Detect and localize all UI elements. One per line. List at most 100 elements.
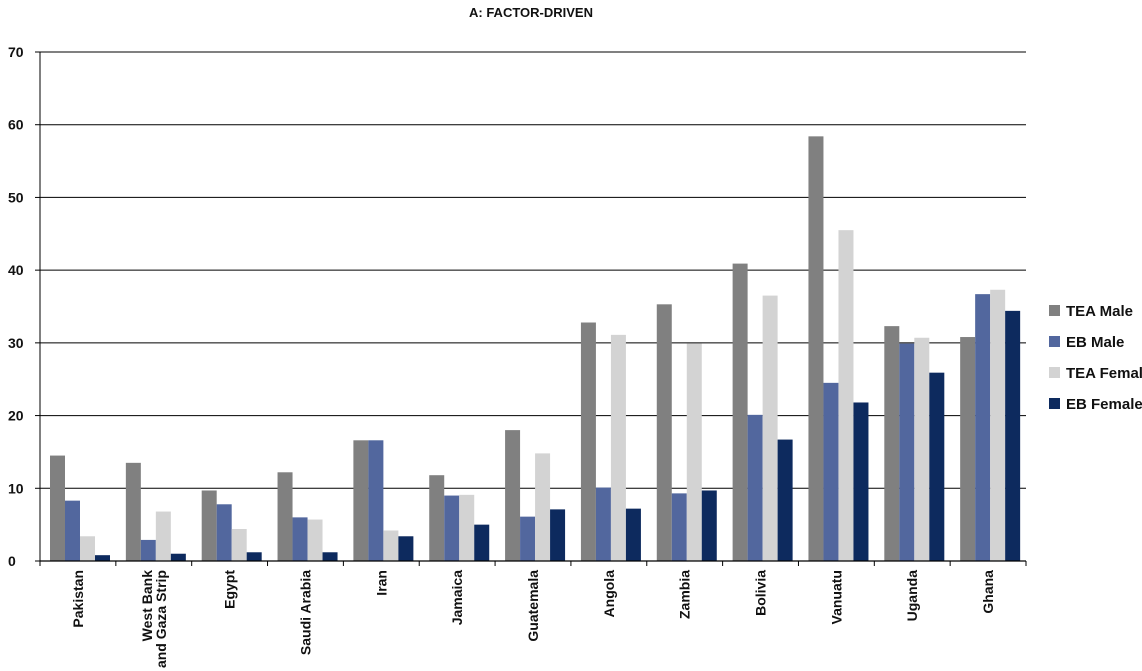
x-tick-label-line: Guatemala	[525, 570, 541, 642]
x-tick-label: Guatemala	[525, 570, 541, 642]
x-tick-label-line: Bolivia	[753, 570, 769, 616]
x-tick-label-line: and Gaza Strip	[153, 570, 169, 668]
y-tick-label: 70	[8, 44, 24, 60]
legend-swatch-tea-male	[1049, 305, 1060, 316]
bar-eb-female	[322, 552, 338, 561]
bar-tea-male	[125, 462, 141, 561]
bar-eb-female	[474, 524, 490, 561]
legend-swatch-eb-female	[1049, 398, 1060, 409]
bar-eb-female	[701, 490, 717, 561]
x-tick-label-line: Saudi Arabia	[297, 570, 313, 655]
y-tick-label: 50	[8, 189, 24, 205]
bar-eb-male	[216, 504, 232, 561]
legend-swatch-eb-male	[1049, 336, 1060, 347]
bar-eb-female	[398, 536, 414, 561]
bar-eb-female	[777, 439, 793, 561]
bar-tea-female	[610, 334, 626, 561]
x-tick-label-line: Iran	[373, 570, 389, 596]
legend-label-eb-female: EB Female	[1066, 396, 1142, 413]
bar-tea-female	[459, 494, 475, 561]
x-tick-label-line: Egypt	[222, 570, 238, 609]
bar-tea-male	[960, 337, 976, 561]
x-tick-label: Ghana	[980, 570, 996, 614]
bar-tea-male	[429, 475, 445, 561]
bar-tea-female	[686, 343, 702, 561]
x-tick-label: Zambia	[677, 570, 693, 619]
x-tick-label: Iran	[373, 570, 389, 596]
bar-eb-male	[368, 440, 384, 561]
bar-tea-male	[505, 430, 521, 561]
bar-eb-male	[444, 495, 460, 561]
bar-tea-female	[914, 337, 930, 561]
bar-tea-female	[155, 511, 171, 561]
bar-eb-female	[929, 372, 945, 561]
bar-eb-male	[747, 414, 763, 561]
bar-eb-male	[899, 343, 915, 561]
bar-tea-male	[277, 472, 293, 561]
bar-tea-female	[383, 530, 399, 561]
x-tick-label-line: Pakistan	[70, 570, 86, 628]
x-tick-label: Egypt	[222, 570, 238, 609]
bar-tea-female	[990, 289, 1006, 561]
bar-tea-male	[884, 326, 900, 561]
legend: TEA Male EB Male TEA Female EB Female	[1049, 303, 1142, 413]
bar-eb-male	[823, 382, 839, 561]
bar-tea-male	[201, 490, 217, 561]
bar-eb-female	[1005, 310, 1021, 561]
bar-eb-male	[65, 500, 80, 561]
bars	[50, 136, 1021, 561]
bar-eb-female	[853, 402, 869, 561]
axes	[39, 52, 1027, 566]
x-tick-label-line: West Bank	[139, 570, 155, 642]
x-tick-label: Vanuatu	[828, 570, 844, 624]
legend-label-tea-male: TEA Male	[1066, 303, 1133, 320]
y-tick-labels: 0 10 20 30 40 50 60 70	[8, 44, 24, 569]
x-tick-label-line: Jamaica	[449, 570, 465, 625]
bar-tea-female	[838, 230, 854, 561]
legend-swatch-tea-female	[1049, 367, 1060, 378]
bar-tea-female	[231, 529, 247, 561]
bar-eb-male	[595, 487, 611, 561]
bar-tea-female	[80, 536, 95, 561]
bar-eb-female	[170, 553, 186, 561]
x-tick-label-line: Vanuatu	[828, 570, 844, 624]
bar-tea-female	[535, 453, 551, 561]
x-tick-label: Bolivia	[753, 570, 769, 616]
bar-tea-male	[580, 322, 596, 561]
bar-eb-female	[550, 509, 566, 561]
x-tick-label-line: Zambia	[677, 570, 693, 619]
x-tick-label-line: Angola	[601, 570, 617, 618]
bar-tea-male	[656, 304, 672, 561]
y-tick-label: 10	[8, 480, 24, 496]
x-tick-label: Uganda	[904, 570, 920, 622]
y-tick-label: 0	[8, 553, 16, 569]
bar-tea-female	[307, 519, 323, 561]
legend-label-tea-female: TEA Female	[1066, 365, 1142, 382]
bar-tea-male	[353, 440, 369, 561]
y-tick-label: 20	[8, 408, 24, 424]
x-tick-label: Jamaica	[449, 570, 465, 625]
bar-eb-male	[975, 294, 991, 561]
chart-title: A: FACTOR-DRIVEN	[469, 5, 593, 20]
bar-eb-female	[246, 552, 262, 561]
gridlines	[35, 51, 1026, 562]
x-tick-label-line: Ghana	[980, 570, 996, 614]
legend-label-eb-male: EB Male	[1066, 334, 1124, 351]
y-tick-label: 30	[8, 335, 24, 351]
bar-eb-male	[292, 517, 308, 561]
bar-tea-male	[50, 455, 65, 561]
bar-eb-female	[625, 508, 641, 561]
y-tick-label: 40	[8, 262, 24, 278]
bar-eb-female	[95, 555, 110, 561]
bar-eb-male	[520, 516, 536, 561]
y-tick-label: 60	[8, 117, 24, 133]
x-tick-label: Angola	[601, 570, 617, 618]
bar-eb-male	[140, 539, 156, 561]
x-tick-label-line: Uganda	[904, 570, 920, 622]
bar-tea-male	[732, 263, 748, 561]
x-tick-label: Saudi Arabia	[297, 570, 313, 655]
bar-tea-male	[808, 136, 824, 561]
